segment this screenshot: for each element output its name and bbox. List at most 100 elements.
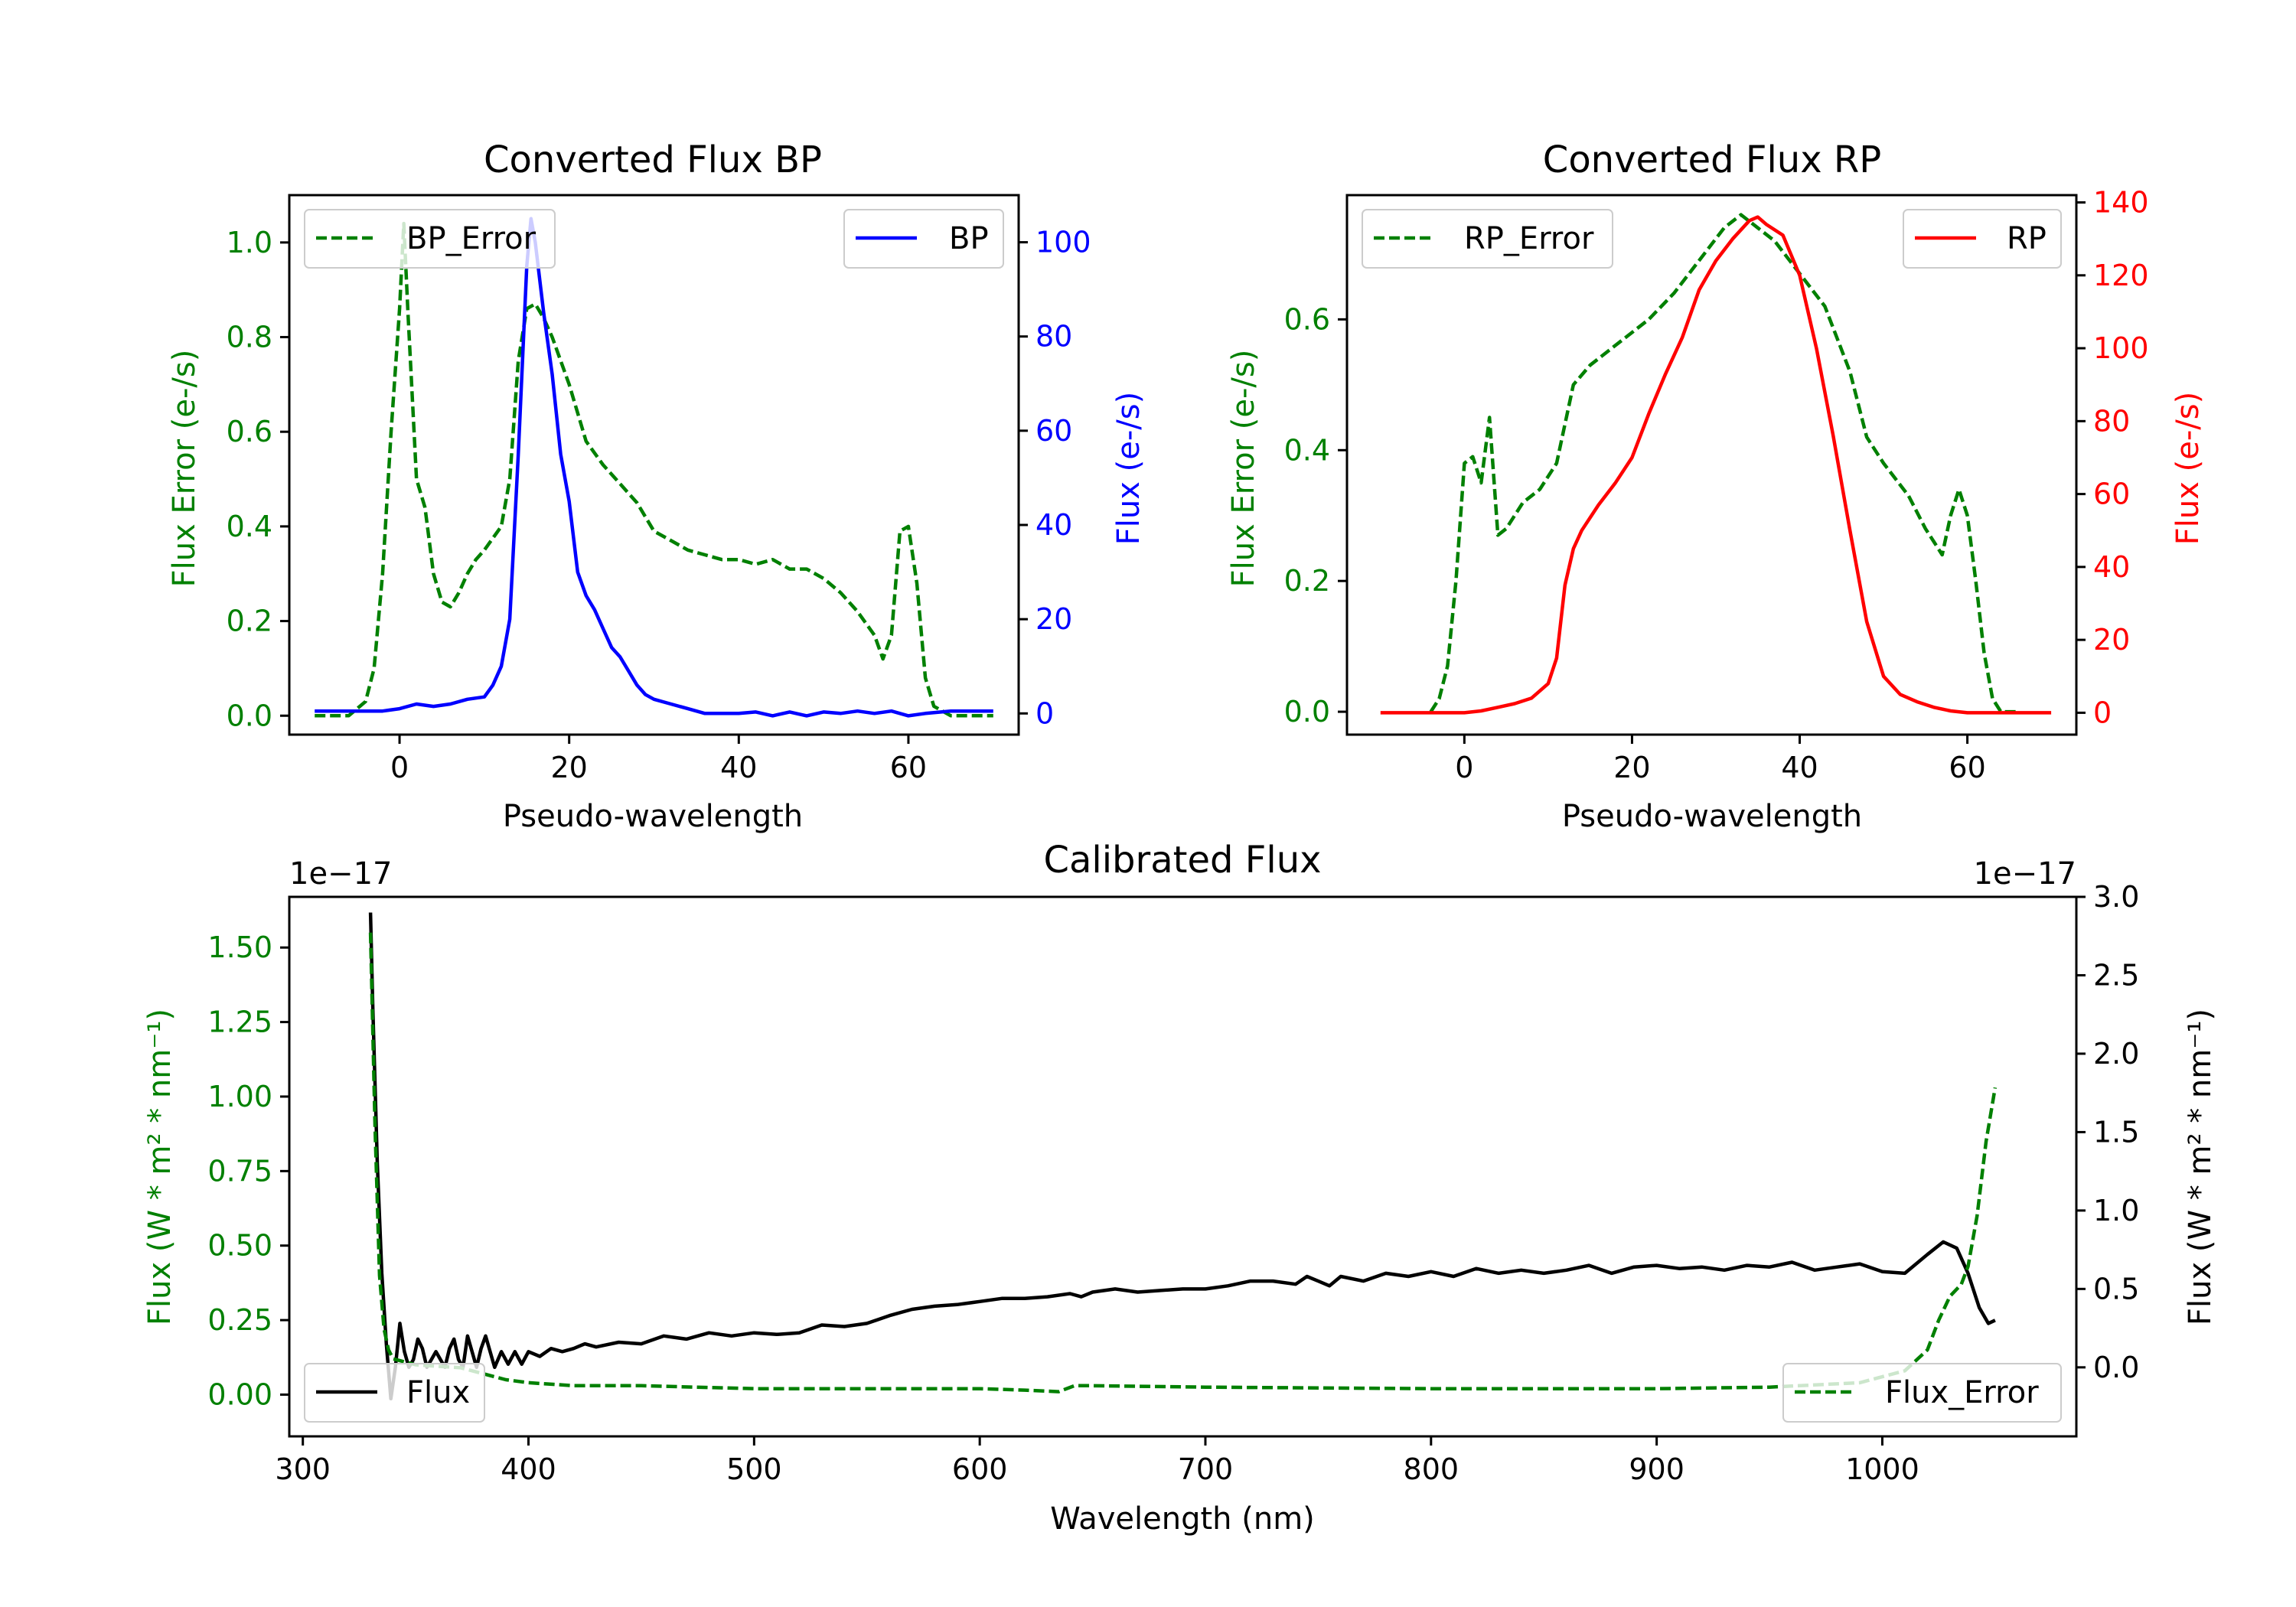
rp-legend-error-label: RP_Error xyxy=(1464,221,1594,256)
rp-axes-frame xyxy=(1345,194,2078,736)
rp-series-rp-error xyxy=(1429,213,2018,714)
cal-left-y-axis-label: Flux (W * m² * nm⁻¹) xyxy=(142,1009,178,1325)
cal-legend-error-box xyxy=(1782,1363,2062,1423)
cal-right-y-tick-label: 2.0 xyxy=(2093,1037,2139,1071)
bp-right-y-ticks: 0 20 40 60 80 100 xyxy=(1019,226,1091,730)
bp-legend-flux-label: BP xyxy=(949,221,989,256)
bp-x-tick-label: 40 xyxy=(720,751,757,784)
cal-plot-area xyxy=(368,912,1998,1401)
cal-x-tick-label: 300 xyxy=(275,1452,331,1486)
cal-series-flux xyxy=(368,912,1996,1401)
cal-x-tick-label: 500 xyxy=(726,1452,782,1486)
rp-legend-flux: RP xyxy=(1903,209,2062,269)
cal-legend-error-label: Flux_Error xyxy=(1885,1375,2039,1410)
bp-right-y-tick-label: 40 xyxy=(1035,508,1072,542)
rp-right-y-tick-label: 120 xyxy=(2093,259,2149,292)
rp-right-y-tick-label: 40 xyxy=(2093,550,2130,584)
cal-left-y-tick-label: 0.50 xyxy=(207,1229,272,1263)
bp-legend-error-label: BP_Error xyxy=(406,221,536,256)
cal-x-tick-label: 400 xyxy=(501,1452,556,1486)
bp-left-y-tick-label: 0.6 xyxy=(227,415,272,448)
cal-right-y-ticks: 0.0 0.5 1.0 1.5 2.0 2.5 3.0 xyxy=(2076,880,2139,1384)
cal-right-y-tick-label: 0.5 xyxy=(2093,1272,2139,1305)
bp-left-y-tick-label: 1.0 xyxy=(227,226,272,259)
bp-right-y-tick-label: 100 xyxy=(1035,226,1091,259)
rp-right-y-tick-label: 0 xyxy=(2093,696,2112,729)
rp-legend-error-box xyxy=(1362,209,1613,269)
bp-series-bp xyxy=(315,217,993,718)
rp-legend-error: RP_Error xyxy=(1362,209,1613,269)
cal-left-y-ticks: 0.00 0.25 0.50 0.75 1.00 1.25 1.50 xyxy=(207,931,289,1411)
cal-right-y-axis-label: Flux (W * m² * nm⁻¹) xyxy=(2183,1009,2218,1325)
rp-title: Converted Flux RP xyxy=(1543,139,1881,181)
cal-left-y-tick-label: 0.25 xyxy=(207,1303,272,1337)
rp-left-y-ticks: 0.0 0.2 0.4 0.6 xyxy=(1284,302,1347,729)
cal-x-tick-label: 900 xyxy=(1629,1452,1684,1486)
rp-right-y-tick-label: 20 xyxy=(2093,623,2130,657)
bp-plot-area xyxy=(315,217,993,718)
bp-left-y-axis-label: Flux Error (e-/s) xyxy=(167,350,202,588)
cal-right-offset-text: 1e−17 xyxy=(1974,856,2076,892)
cal-x-tick-label: 800 xyxy=(1404,1452,1459,1486)
rp-x-tick-label: 20 xyxy=(1613,751,1650,784)
rp-plot-area xyxy=(1380,213,2052,715)
cal-left-y-tick-label: 1.50 xyxy=(207,931,272,964)
cal-left-y-tick-label: 0.75 xyxy=(207,1154,272,1188)
cal-x-axis-label: Wavelength (nm) xyxy=(1050,1501,1315,1537)
bp-legend-flux-box xyxy=(843,209,1004,269)
cal-x-tick-label: 1000 xyxy=(1845,1452,1919,1486)
bp-x-ticks: 0 20 40 60 xyxy=(390,735,927,784)
cal-left-y-tick-label: 1.00 xyxy=(207,1080,272,1113)
bp-right-y-tick-label: 0 xyxy=(1035,696,1054,730)
bp-x-axis-label: Pseudo-wavelength xyxy=(503,799,803,834)
bp-right-y-tick-label: 60 xyxy=(1035,414,1072,448)
cal-title: Calibrated Flux xyxy=(1043,839,1321,882)
rp-x-tick-label: 0 xyxy=(1455,751,1473,784)
cal-x-ticks: 300 400 500 600 700 800 900 1000 xyxy=(275,1436,1919,1486)
rp-right-y-axis-label: Flux (e-/s) xyxy=(2170,392,2206,545)
bp-left-y-tick-label: 0.8 xyxy=(227,321,272,354)
cal-legend-flux: Flux xyxy=(304,1363,485,1423)
rp-series-rp xyxy=(1380,215,2052,715)
bp-left-y-ticks: 0.0 0.2 0.4 0.6 0.8 1.0 xyxy=(227,226,289,732)
cal-left-y-tick-label: 0.00 xyxy=(207,1377,272,1411)
cal-chart: Calibrated Flux 1e−17 1e−17 300 400 500 600… xyxy=(142,839,2218,1537)
bp-right-y-tick-label: 80 xyxy=(1035,320,1072,354)
rp-x-tick-label: 40 xyxy=(1781,751,1818,784)
rp-left-y-tick-label: 0.4 xyxy=(1284,433,1330,467)
cal-axes-frame xyxy=(288,895,2078,1438)
rp-x-ticks: 0 20 40 60 xyxy=(1455,735,1986,784)
bp-series-bp-error xyxy=(315,221,993,718)
rp-right-y-tick-label: 100 xyxy=(2093,331,2149,365)
cal-x-tick-label: 600 xyxy=(952,1452,1008,1486)
cal-right-y-tick-label: 2.5 xyxy=(2093,958,2139,992)
cal-left-y-tick-label: 1.25 xyxy=(207,1006,272,1039)
cal-legend-flux-label: Flux xyxy=(406,1375,470,1410)
rp-chart: Converted Flux RP 0 20 40 60 0.0 0.2 0.4 0.6 0… xyxy=(1226,139,2206,834)
bp-left-y-tick-label: 0.2 xyxy=(227,605,272,638)
bp-x-tick-label: 20 xyxy=(551,751,588,784)
rp-x-axis-label: Pseudo-wavelength xyxy=(1562,799,1862,834)
rp-right-y-ticks: 0 20 40 60 80 100 120 140 xyxy=(2076,186,2149,729)
bp-legend-flux: BP xyxy=(843,209,1004,269)
bp-left-y-tick-label: 0.4 xyxy=(227,510,272,543)
rp-legend-flux-label: RP xyxy=(2007,221,2047,256)
cal-x-tick-label: 700 xyxy=(1178,1452,1234,1486)
rp-x-tick-label: 60 xyxy=(1949,751,1985,784)
bp-title: Converted Flux BP xyxy=(484,139,822,181)
cal-legend-error: Flux_Error xyxy=(1782,1363,2062,1423)
cal-right-y-tick-label: 1.0 xyxy=(2093,1194,2139,1227)
rp-left-y-axis-label: Flux Error (e-/s) xyxy=(1226,350,1261,588)
cal-left-offset-text: 1e−17 xyxy=(289,856,392,892)
cal-right-y-tick-label: 0.0 xyxy=(2093,1351,2139,1384)
bp-left-y-tick-label: 0.0 xyxy=(227,699,272,732)
bp-x-tick-label: 60 xyxy=(890,751,927,784)
cal-legend-flux-box xyxy=(304,1363,485,1423)
cal-right-y-tick-label: 1.5 xyxy=(2093,1115,2139,1149)
rp-right-y-tick-label: 140 xyxy=(2093,186,2149,220)
bp-axes-frame xyxy=(288,194,1020,736)
bp-legend-error: BP_Error xyxy=(304,209,556,269)
rp-legend-flux-box xyxy=(1903,209,2062,269)
cal-series-flux-error xyxy=(368,932,1998,1393)
